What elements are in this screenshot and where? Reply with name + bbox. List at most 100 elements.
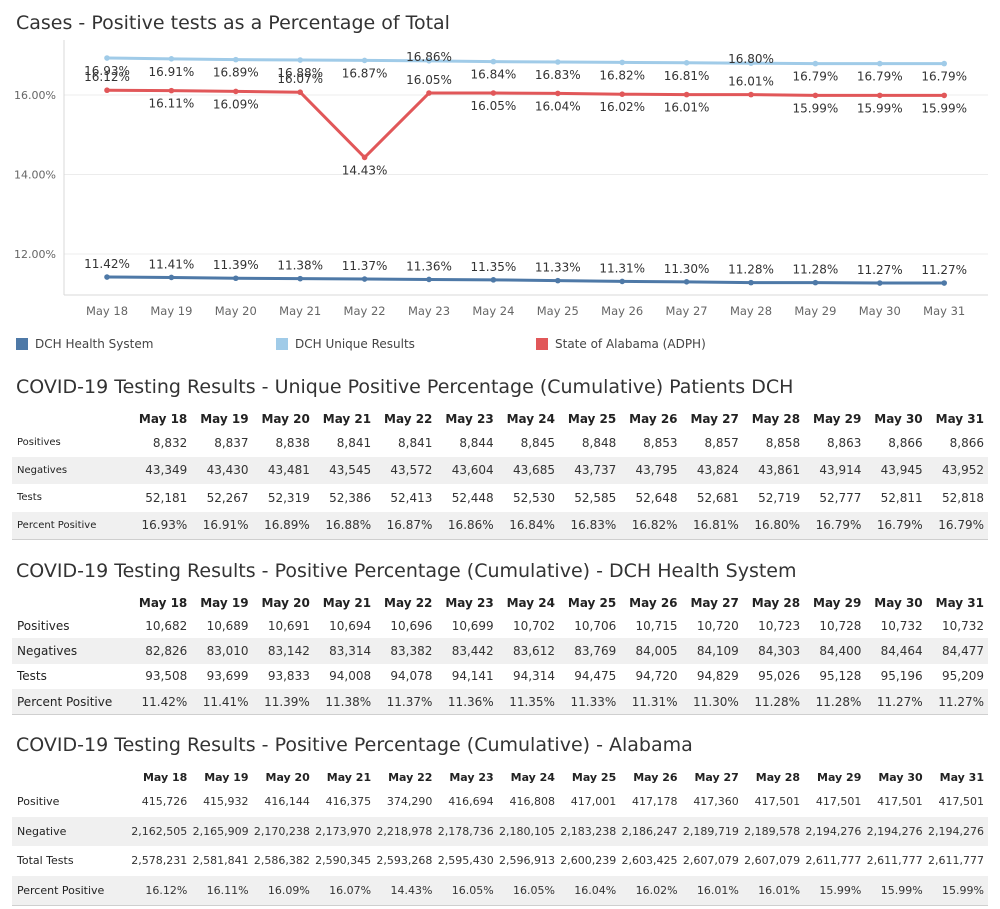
- legend-item-dch-health-system[interactable]: DCH Health System: [16, 336, 153, 352]
- data-point: [168, 56, 175, 62]
- table-cell: 2,595,430: [437, 854, 494, 868]
- table-cell: 10,732: [942, 618, 984, 633]
- data-label: 11.37%: [342, 259, 388, 273]
- table-cell: 10,694: [329, 618, 372, 633]
- column-header: May 18: [142, 770, 188, 784]
- data-point: [168, 87, 175, 94]
- data-point: [619, 278, 625, 285]
- row-label: Negatives: [12, 638, 130, 664]
- table-cell: 2,180,105: [497, 816, 559, 846]
- data-label: 15.99%: [857, 101, 903, 115]
- data-label: 16.07%: [277, 72, 323, 86]
- data-label: 16.89%: [213, 66, 259, 80]
- data-point: [361, 154, 368, 161]
- column-header: May 19: [204, 770, 249, 784]
- x-tick-label: May 26: [601, 304, 643, 318]
- data-label: 11.28%: [728, 263, 774, 277]
- table-cell: 2,189,578: [742, 816, 805, 846]
- table-cell: 2,194,276: [865, 816, 927, 846]
- table-cell: 82,826: [130, 638, 192, 664]
- table-cell: 52,386: [329, 490, 372, 505]
- data-point: [812, 279, 819, 286]
- table-row: Negative 2,162,505 2,165,909 2,170,238 2,173…: [12, 816, 988, 846]
- table-cell: 52,413: [390, 490, 433, 505]
- table-cell: 10,696: [390, 618, 433, 633]
- column-header: May 26: [633, 770, 678, 784]
- table-cell: 415,726: [141, 795, 188, 809]
- table-cell: 52,585: [574, 490, 617, 505]
- data-point: [683, 279, 690, 285]
- row-label: Tests: [17, 492, 42, 504]
- table-row: Positives 8,832 8,837 8,838 8,841 8,841 8,844 8…: [12, 429, 988, 457]
- table-cell: 417,501: [938, 795, 985, 809]
- column-header: May 22: [384, 412, 433, 426]
- table-cell: 84,400: [804, 638, 866, 664]
- table-cell: 8,866: [949, 435, 984, 450]
- data-label: 16.81%: [664, 69, 710, 83]
- column-header: May 19: [200, 412, 249, 426]
- x-tick-label: May 27: [666, 304, 708, 318]
- data-point: [683, 60, 690, 66]
- corner-cell: [12, 593, 130, 613]
- table-cell: 16.79%: [865, 511, 927, 540]
- table-cell: 2,162,505: [130, 816, 192, 846]
- data-point: [941, 92, 947, 99]
- table-cell: 15.99%: [926, 875, 988, 906]
- table-cell: 11.41%: [191, 688, 253, 716]
- table-cell: 2,183,238: [558, 816, 621, 846]
- table-cell: 94,829: [696, 669, 739, 684]
- table-cell: 16.79%: [804, 511, 866, 540]
- column-header: May 29: [813, 412, 862, 426]
- x-tick-label: May 28: [730, 304, 772, 318]
- data-label: 16.80%: [728, 52, 774, 66]
- y-tick-label: 12.00%: [14, 248, 56, 261]
- table-cell: 8,837: [214, 435, 249, 450]
- table-cell: 2,194,276: [926, 816, 988, 846]
- data-point: [297, 275, 304, 282]
- data-label: 16.91%: [149, 65, 195, 79]
- table-row: Tests 52,181 52,267 52,319 52,386 52,413 52,44…: [12, 484, 988, 512]
- table-cell: 2,165,909: [191, 816, 253, 846]
- y-tick-label: 14.00%: [14, 169, 56, 182]
- data-label: 16.86%: [406, 50, 452, 64]
- table-cell: 8,844: [459, 435, 494, 450]
- legend-item-dch-unique-results[interactable]: DCH Unique Results: [276, 336, 415, 352]
- table-cell: 84,303: [742, 638, 805, 664]
- table-cell: 16.05%: [497, 875, 559, 906]
- data-point: [812, 60, 819, 67]
- table-cell: 2,611,777: [928, 854, 984, 868]
- table-cell: 52,267: [206, 490, 249, 505]
- table-cell: 43,604: [436, 456, 498, 484]
- table-cell: 16.89%: [252, 511, 314, 540]
- table-title-alabama: COVID-19 Testing Results - Positive Perc…: [16, 734, 693, 756]
- data-point: [168, 274, 175, 281]
- column-header: May 29: [817, 770, 862, 784]
- table-cell: 10,689: [206, 618, 249, 633]
- table-cell: 14.43%: [375, 875, 437, 906]
- table-cell: 2,596,913: [498, 854, 555, 868]
- data-point: [104, 87, 110, 94]
- column-header: May 20: [261, 412, 310, 426]
- table-cell: 43,914: [804, 456, 866, 484]
- column-header: May 23: [445, 412, 494, 426]
- data-label: 11.27%: [921, 263, 967, 277]
- series-line-2: [106, 88, 945, 159]
- column-header: May 28: [755, 770, 801, 784]
- table-cell: 43,430: [191, 456, 253, 484]
- table-cell: 11.30%: [681, 688, 743, 716]
- data-point: [941, 60, 947, 67]
- data-label: 11.33%: [535, 261, 581, 275]
- table-cell: 94,141: [451, 669, 494, 684]
- table-cell: 83,442: [436, 638, 498, 664]
- table-cell: 11.37%: [375, 688, 437, 716]
- column-header: May 20: [261, 596, 310, 610]
- x-tick-label: May 30: [859, 304, 901, 318]
- data-label: 11.39%: [213, 258, 259, 272]
- table-cell: 83,382: [375, 638, 437, 664]
- table-cell: 16.12%: [130, 875, 192, 906]
- x-tick-label: May 29: [794, 304, 836, 318]
- table-cell: 8,838: [275, 435, 310, 450]
- table-cell: 52,530: [512, 490, 555, 505]
- data-label: 16.93%: [84, 64, 130, 78]
- legend-item-state-of-alabama[interactable]: State of Alabama (ADPH): [536, 336, 706, 352]
